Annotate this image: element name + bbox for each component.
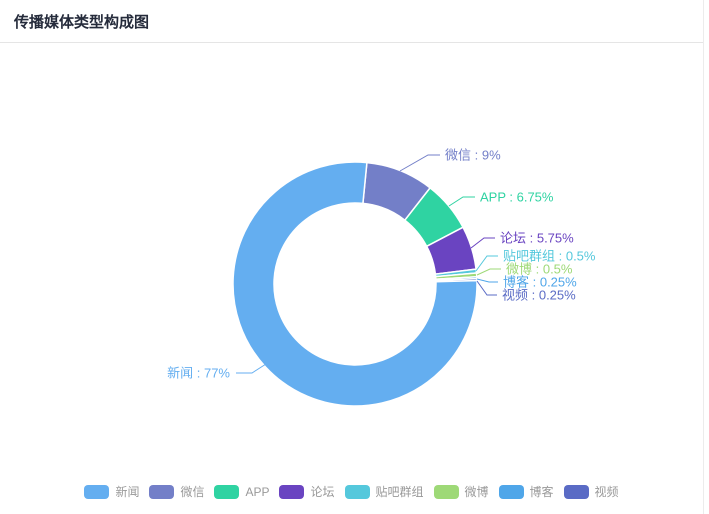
legend-label-博客: 博客	[529, 485, 554, 499]
legend-item-论坛[interactable]: 论坛	[279, 483, 335, 500]
pie-leader-line-论坛	[470, 237, 495, 249]
legend-label-新闻: 新闻	[115, 485, 140, 499]
legend-item-博客[interactable]: 博客	[498, 483, 554, 500]
legend-item-微信[interactable]: 微信	[149, 483, 204, 500]
pie-leader-line-新闻	[236, 363, 267, 374]
pie-slice-新闻[interactable]	[232, 161, 478, 407]
legend-label-APP: APP	[245, 484, 270, 499]
legend-item-微博[interactable]: 微博	[433, 483, 489, 500]
pie-label-论坛: 论坛 : 5.75%	[500, 231, 574, 246]
pie-label-视频: 视频 : 0.25%	[502, 288, 576, 303]
pie-leader-line-视频	[476, 280, 497, 296]
legend-label-视频: 视频	[594, 485, 619, 499]
pie-label-微博: 微博 : 0.5%	[506, 262, 573, 277]
legend-swatch-博客	[498, 484, 524, 499]
pie-leader-line-APP	[448, 196, 475, 207]
pie-label-微信: 微信 : 9%	[445, 148, 501, 163]
pie-label-博客: 博客 : 0.25%	[503, 275, 577, 290]
legend-swatch-微信	[149, 484, 175, 499]
panel-header: 传播媒体类型构成图	[0, 0, 703, 43]
legend-item-APP[interactable]: APP	[214, 484, 270, 499]
legend-item-视频[interactable]: 视频	[563, 483, 619, 500]
pie-leader-line-微博	[476, 268, 501, 276]
pie-label-新闻: 新闻 : 77%	[167, 366, 230, 381]
page-title: 传播媒体类型构成图	[14, 13, 150, 31]
pie-leader-line-博客	[476, 278, 498, 283]
legend-label-论坛: 论坛	[310, 485, 335, 499]
legend-swatch-贴吧群组	[344, 484, 370, 499]
media-type-donut-chart: 新闻 : 77% 微信 : 9% APP : 6.75% 论坛 : 5.75% 贴吧群组…	[0, 43, 703, 513]
legend-swatch-视频	[563, 484, 589, 499]
pie-leader-line-微信	[399, 154, 440, 172]
legend-item-新闻[interactable]: 新闻	[84, 483, 139, 500]
legend-label-微博: 微博	[464, 485, 489, 499]
pie-leader-line-贴吧群组	[475, 255, 498, 272]
legend-item-贴吧群组[interactable]: 贴吧群组	[344, 483, 424, 500]
legend-swatch-APP	[214, 484, 240, 499]
legend-label-贴吧群组: 贴吧群组	[375, 485, 424, 499]
pie-label-贴吧群组: 贴吧群组 : 0.5%	[503, 249, 596, 264]
chart-legend: 新闻 微信 APP 论坛 贴吧群组 微博 博客 视频	[0, 483, 703, 500]
legend-swatch-新闻	[84, 484, 110, 499]
legend-swatch-论坛	[279, 484, 305, 499]
legend-swatch-微博	[433, 484, 459, 499]
legend-label-微信: 微信	[180, 485, 205, 499]
donut-chart-svg: 新闻 : 77% 微信 : 9% APP : 6.75% 论坛 : 5.75% 贴吧群组…	[167, 148, 596, 407]
pie-label-APP: APP : 6.75%	[480, 190, 554, 205]
